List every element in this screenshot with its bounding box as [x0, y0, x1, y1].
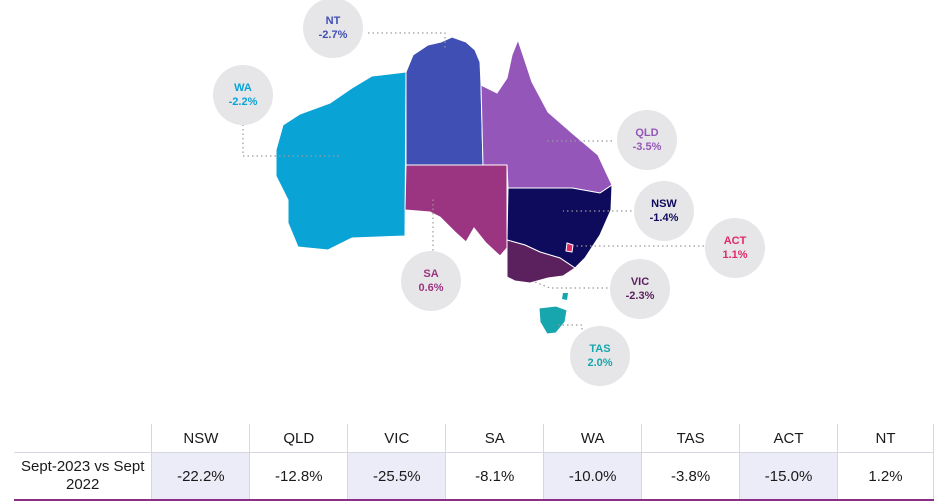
- state-qld[interactable]: [480, 38, 613, 194]
- act-change: 1.1%: [722, 249, 747, 261]
- nsw-name: NSW: [651, 198, 677, 210]
- nt-change: -2.7%: [319, 29, 348, 41]
- table-header-row: NSW QLD VIC SA WA TAS ACT NT: [14, 424, 934, 453]
- bubble-tas: TAS 2.0%: [570, 326, 630, 386]
- tas-change: 2.0%: [587, 357, 612, 369]
- qld-change: -3.5%: [633, 141, 662, 153]
- act-name: ACT: [724, 235, 747, 247]
- table-cell: -15.0%: [739, 452, 839, 501]
- table-cell: -8.1%: [445, 452, 545, 501]
- nsw-change: -1.4%: [650, 212, 679, 224]
- vic-change: -2.3%: [626, 290, 655, 302]
- tas-name: TAS: [589, 343, 610, 355]
- table-cell: -12.8%: [249, 452, 349, 501]
- state-wa[interactable]: [275, 71, 407, 251]
- table-cell: -22.2%: [151, 452, 251, 501]
- row-label: Sept-2023 vs Sept 2022: [14, 452, 153, 501]
- sa-change: 0.6%: [418, 282, 443, 294]
- col-header: VIC: [347, 424, 447, 453]
- sa-name: SA: [423, 268, 438, 280]
- state-change-table: NSW QLD VIC SA WA TAS ACT NT Sept-2023 v…: [14, 424, 934, 501]
- state-vic[interactable]: [506, 239, 576, 284]
- table-cell: -10.0%: [543, 452, 643, 501]
- nt-name: NT: [326, 15, 341, 27]
- state-act[interactable]: [565, 242, 574, 253]
- qld-name: QLD: [635, 127, 658, 139]
- bubble-qld: QLD -3.5%: [617, 110, 677, 170]
- table-cell: 1.2%: [837, 452, 934, 501]
- table-cell: -25.5%: [347, 452, 447, 501]
- wa-name: WA: [234, 82, 252, 94]
- header-empty: [14, 424, 153, 453]
- bubble-sa: SA 0.6%: [401, 251, 461, 311]
- col-header: NSW: [151, 424, 251, 453]
- col-header: WA: [543, 424, 643, 453]
- bubble-nsw: NSW -1.4%: [634, 181, 694, 241]
- state-tas[interactable]: [538, 305, 568, 335]
- col-header: QLD: [249, 424, 349, 453]
- col-header: ACT: [739, 424, 839, 453]
- state-nt[interactable]: [405, 36, 484, 166]
- vic-name: VIC: [631, 276, 649, 288]
- bubble-nt: NT -2.7%: [303, 0, 363, 58]
- bubble-vic: VIC -2.3%: [610, 259, 670, 319]
- table-row: Sept-2023 vs Sept 2022 -22.2% -12.8% -25…: [14, 452, 934, 501]
- col-header: TAS: [641, 424, 741, 453]
- state-sa[interactable]: [404, 164, 508, 257]
- bubble-wa: WA -2.2%: [213, 65, 273, 125]
- bubble-act: ACT 1.1%: [705, 218, 765, 278]
- col-header: NT: [837, 424, 934, 453]
- australia-map: WA -2.2% NT -2.7% SA 0.6% QLD -3.5% NSW …: [213, 0, 765, 386]
- col-header: SA: [445, 424, 545, 453]
- tas-islands: [562, 293, 568, 300]
- wa-change: -2.2%: [229, 96, 258, 108]
- table-cell: -3.8%: [641, 452, 741, 501]
